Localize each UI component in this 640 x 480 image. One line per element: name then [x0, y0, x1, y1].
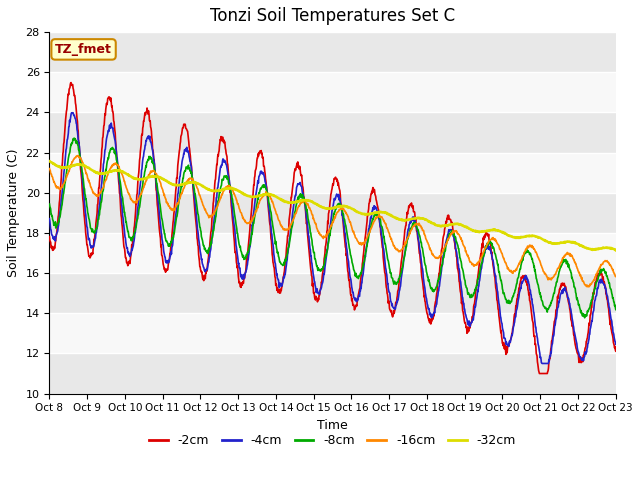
- -8cm: [612, 307, 620, 312]
- -4cm: [45, 216, 53, 222]
- -2cm: [536, 371, 543, 376]
- -4cm: [538, 360, 546, 366]
- -2cm: [421, 298, 429, 304]
- -2cm: [612, 348, 620, 354]
- Bar: [49, 72, 616, 112]
- -2cm: [495, 313, 502, 319]
- Line: -2cm: -2cm: [49, 83, 616, 373]
- -32cm: [235, 188, 243, 194]
- -2cm: [67, 80, 75, 85]
- -2cm: [45, 234, 53, 240]
- -2cm: [158, 252, 166, 258]
- Title: Tonzi Soil Temperatures Set C: Tonzi Soil Temperatures Set C: [210, 7, 455, 25]
- -8cm: [495, 269, 502, 275]
- -16cm: [545, 275, 553, 281]
- Bar: [49, 353, 616, 394]
- Line: -16cm: -16cm: [49, 156, 616, 287]
- -32cm: [45, 158, 53, 164]
- Y-axis label: Soil Temperature (C): Soil Temperature (C): [7, 149, 20, 277]
- -16cm: [158, 185, 166, 191]
- -8cm: [158, 216, 166, 222]
- -32cm: [158, 176, 166, 181]
- -16cm: [421, 233, 429, 239]
- -32cm: [420, 216, 428, 222]
- -16cm: [74, 153, 81, 158]
- Bar: [49, 32, 616, 72]
- -16cm: [172, 204, 180, 210]
- Bar: [49, 273, 616, 313]
- -32cm: [495, 228, 502, 233]
- -32cm: [172, 182, 179, 188]
- -4cm: [68, 110, 76, 116]
- Bar: [49, 233, 616, 273]
- -8cm: [172, 219, 180, 225]
- -8cm: [70, 135, 77, 141]
- Line: -4cm: -4cm: [49, 113, 616, 363]
- -8cm: [421, 261, 429, 266]
- Text: TZ_fmet: TZ_fmet: [55, 43, 112, 56]
- -8cm: [236, 241, 243, 247]
- -2cm: [236, 280, 243, 286]
- -4cm: [545, 358, 553, 364]
- Line: -32cm: -32cm: [49, 161, 616, 250]
- -4cm: [172, 212, 180, 217]
- -8cm: [581, 315, 589, 321]
- -4cm: [421, 285, 429, 291]
- -4cm: [495, 300, 502, 306]
- -2cm: [545, 358, 553, 363]
- -16cm: [495, 243, 502, 249]
- -8cm: [545, 305, 553, 311]
- -16cm: [45, 166, 53, 171]
- -8cm: [45, 201, 53, 207]
- -16cm: [585, 284, 593, 290]
- Bar: [49, 193, 616, 233]
- Line: -8cm: -8cm: [49, 138, 616, 318]
- -2cm: [172, 187, 180, 193]
- -4cm: [158, 237, 166, 242]
- Legend: -2cm, -4cm, -8cm, -16cm, -32cm: -2cm, -4cm, -8cm, -16cm, -32cm: [144, 430, 521, 453]
- Bar: [49, 112, 616, 153]
- -4cm: [236, 265, 243, 271]
- -32cm: [612, 247, 620, 253]
- -16cm: [612, 274, 620, 279]
- Bar: [49, 153, 616, 193]
- -16cm: [236, 205, 243, 211]
- -4cm: [612, 341, 620, 347]
- X-axis label: Time: Time: [317, 419, 348, 432]
- Bar: [49, 313, 616, 353]
- -32cm: [545, 240, 552, 245]
